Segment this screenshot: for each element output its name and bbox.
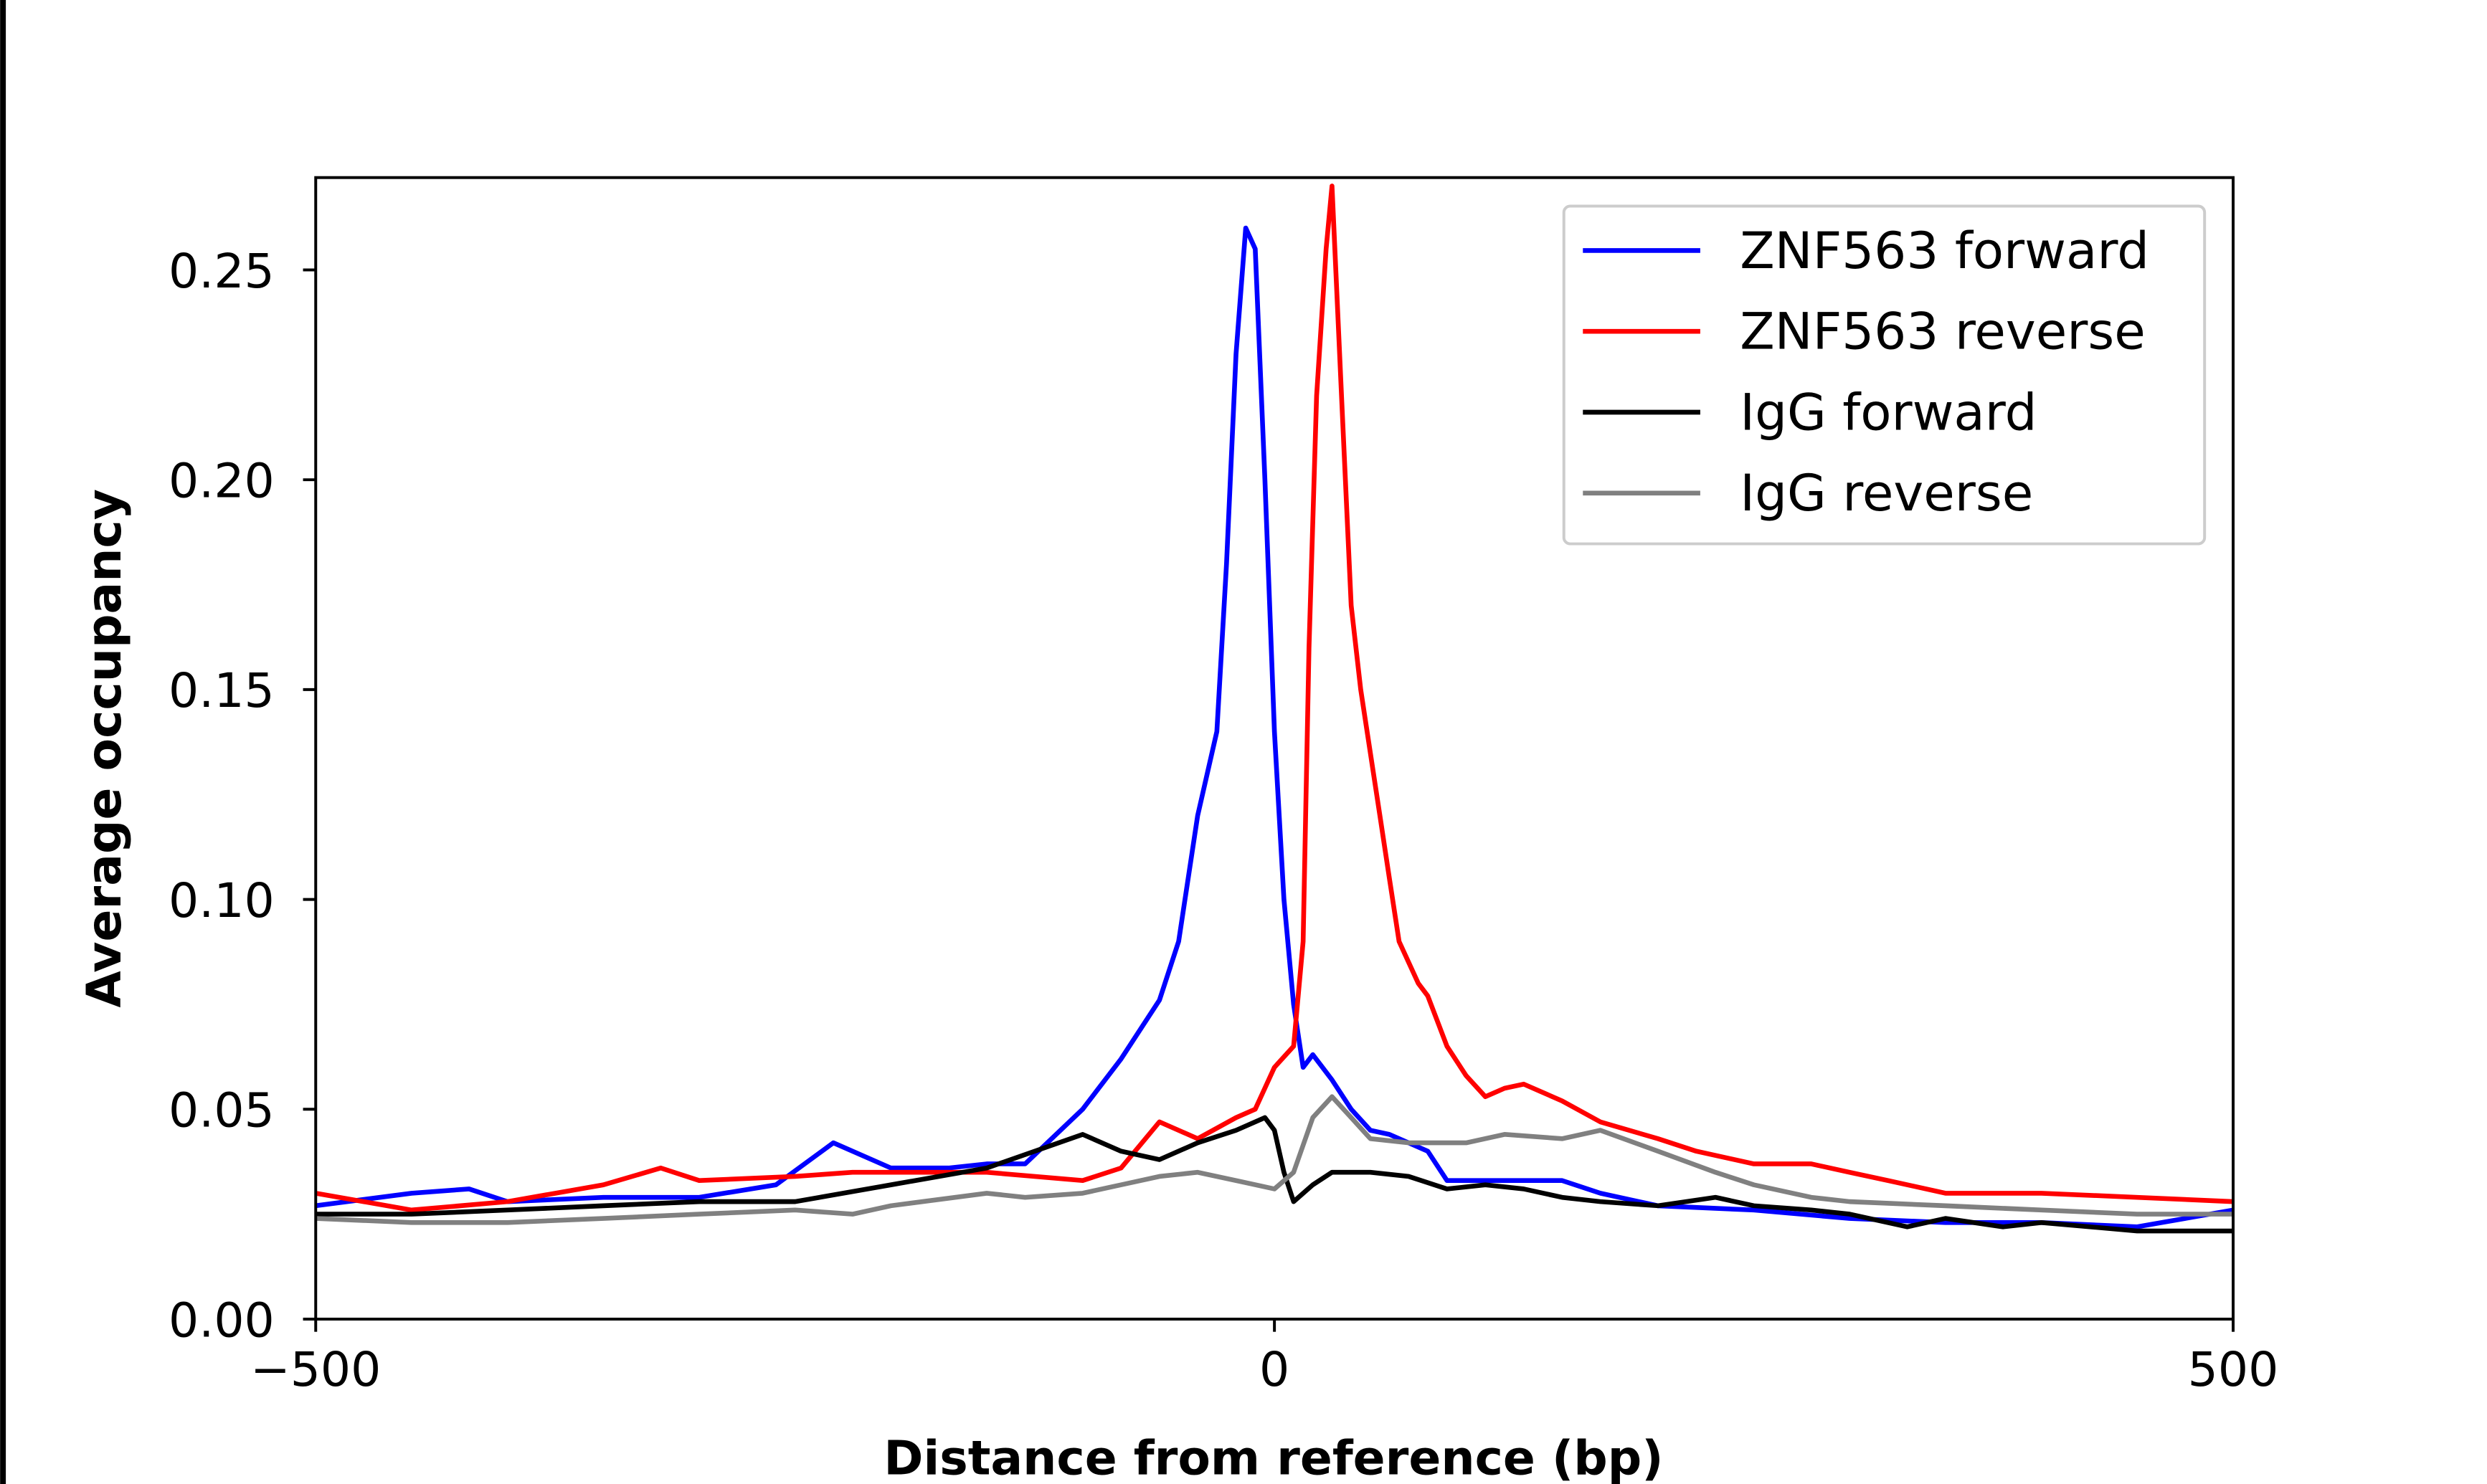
series-lines <box>316 184 2234 1234</box>
series-line-znf563-forward <box>316 225 2234 1229</box>
y-tick-label: 0.15 <box>169 662 275 718</box>
y-axis-label: Average occupancy <box>76 489 132 1008</box>
series-line-igg-reverse <box>316 1094 2234 1225</box>
y-axis-ticks: 0.00 0.05 0.10 0.15 0.20 0.25 <box>169 243 316 1348</box>
x-tick-label: −500 <box>250 1341 381 1397</box>
x-tick-label: 0 <box>1259 1341 1289 1397</box>
y-tick-label: 0.05 <box>169 1083 275 1138</box>
legend-box <box>1562 204 2207 546</box>
legend-label: IgG reverse <box>1740 463 2033 523</box>
x-axis-ticks: −500 0 500 <box>250 1319 2278 1397</box>
y-tick-label: 0.00 <box>169 1292 275 1348</box>
x-tick-label: 500 <box>2188 1341 2279 1397</box>
legend-label: IgG forward <box>1740 382 2037 442</box>
legend-label: ZNF563 reverse <box>1740 302 2146 361</box>
legend-label: ZNF563 forward <box>1740 221 2149 280</box>
y-tick-label: 0.10 <box>169 872 275 928</box>
series-line-igg-forward <box>316 1115 2234 1234</box>
x-axis-label: Distance from reference (bp) <box>884 1430 1663 1484</box>
left-edge-bar <box>0 0 6 1484</box>
legend: ZNF563 forward ZNF563 reverse IgG forward I… <box>1562 204 2207 546</box>
y-tick-label: 0.25 <box>169 243 275 299</box>
y-tick-label: 0.20 <box>169 453 275 509</box>
